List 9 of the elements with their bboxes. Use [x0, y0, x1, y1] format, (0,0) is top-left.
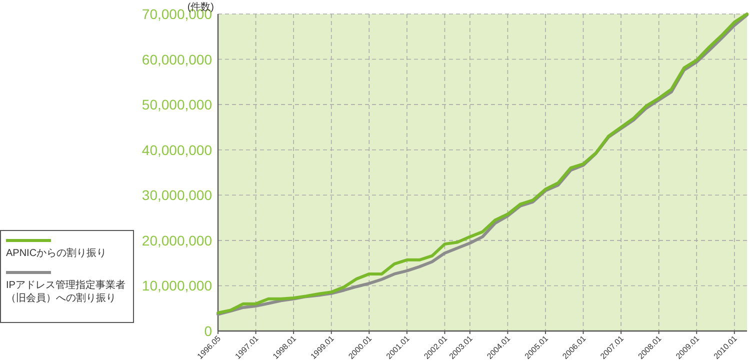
y-tick-label: 0	[204, 323, 212, 339]
y-tick-label: 30,000,000	[142, 187, 212, 204]
legend-label: IPアドレス管理指定事業者（旧会員）への割り振り	[6, 278, 126, 306]
y-tick-label: 60,000,000	[142, 51, 212, 68]
y-tick-label: 40,000,000	[142, 142, 212, 158]
legend-label: APNICからの割り振り	[6, 247, 108, 260]
y-tick-label: 20,000,000	[142, 232, 212, 248]
y-tick-label: 10,000,000	[142, 278, 212, 294]
y-tick-label: 50,000,000	[142, 96, 212, 113]
